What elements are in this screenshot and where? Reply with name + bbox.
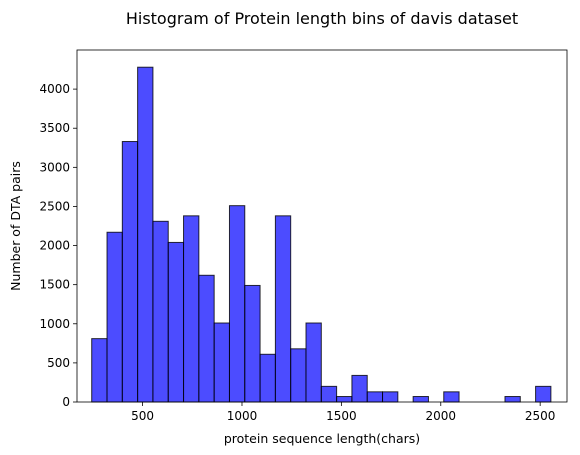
histogram-bar [336,396,353,403]
x-tick-label: 1500 [326,409,357,423]
y-tick-label: 4000 [39,82,70,96]
histogram-bar [366,391,384,403]
histogram-bar [504,396,521,403]
histogram-bar [228,205,246,403]
plot-frame [76,49,568,403]
histogram-bar [167,241,185,403]
histogram-bar [106,231,123,403]
histogram-bar [244,284,261,403]
y-tick-label: 1000 [39,317,70,331]
x-axis-label: protein sequence length(chars) [224,431,420,446]
y-axis-label: Number of DTA pairs [8,161,23,291]
x-tick-label: 2500 [525,409,556,423]
y-tick-label: 3500 [39,121,70,135]
y-tick-label: 0 [62,395,70,409]
histogram-bar [152,220,169,403]
histogram-bar [121,141,139,403]
histogram-bar [213,322,230,403]
x-axis-ticks: 500 1000 1500 2000 2500 [131,402,555,423]
histogram-bar [290,348,307,403]
x-tick-label: 2000 [425,409,456,423]
y-tick-label: 500 [47,356,70,370]
histogram-bar [198,274,215,403]
bars-group [91,66,552,403]
histogram-bar [259,353,276,403]
histogram-bar [91,338,108,403]
histogram-bar [443,391,460,403]
x-tick-label: 500 [131,409,154,423]
x-tick-label: 1000 [227,409,258,423]
histogram-bar [274,215,292,403]
chart-title: Histogram of Protein length bins of davi… [126,9,518,28]
histogram-bar [351,374,368,403]
histogram-bar [535,385,552,403]
y-tick-label: 2500 [39,199,70,213]
y-axis-ticks: 0 500 1000 1500 2000 2500 3000 3500 4000 [39,82,77,409]
histogram-bar [305,322,322,403]
histogram-bar [183,215,200,403]
histogram-bar [412,396,429,403]
y-tick-label: 3000 [39,160,70,174]
histogram-bar [382,391,399,403]
y-tick-label: 2000 [39,239,70,253]
histogram-bar [137,66,154,403]
histogram-bar [320,385,338,403]
y-tick-label: 1500 [39,278,70,292]
